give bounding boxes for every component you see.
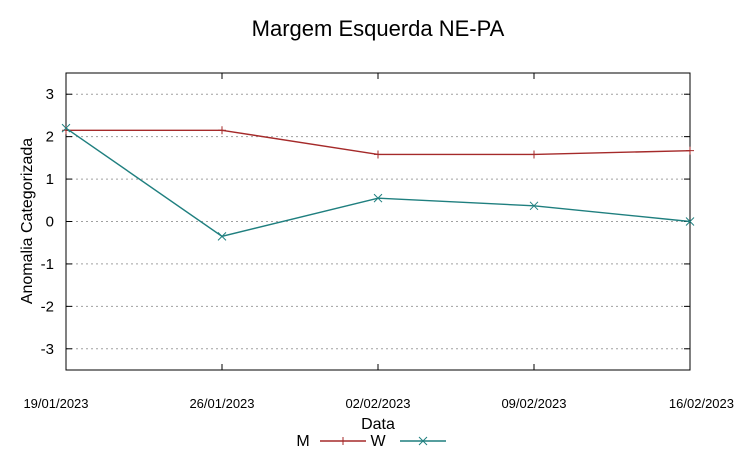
grid-lines: [66, 93, 690, 350]
data-point: [374, 150, 382, 159]
series-line-W: [65, 127, 691, 238]
y-tick-label: -1: [41, 256, 54, 273]
data-point: [686, 146, 694, 155]
data-point: [530, 150, 538, 159]
series-layer: [61, 123, 695, 241]
legend-label-W: W: [370, 433, 386, 450]
y-tick-label: -2: [41, 298, 54, 315]
data-point: [339, 437, 347, 445]
data-point: [218, 126, 226, 135]
x-axis-label: Data: [361, 416, 395, 433]
y-axis-ticks: 3 2 1 0 -1 -2 -3: [41, 86, 690, 358]
data-point: [61, 123, 71, 133]
chart-title: Margem Esquerda NE-PA: [252, 16, 505, 41]
x-tick-label: 19/01/2023: [23, 396, 88, 411]
y-tick-label: -3: [41, 341, 54, 358]
x-tick-label: 02/02/2023: [345, 396, 410, 411]
x-tick-label: 26/01/2023: [189, 396, 254, 411]
x-tick-label: 16/02/2023: [669, 396, 734, 411]
data-point: [418, 436, 428, 446]
data-point: [529, 201, 539, 211]
x-axis-ticks: 19/01/2023 26/01/2023 02/02/2023 09/02/2023…: [23, 73, 734, 411]
data-point: [373, 193, 383, 203]
data-point: [217, 231, 227, 241]
x-tick-label: 09/02/2023: [501, 396, 566, 411]
y-tick-label: 0: [46, 214, 54, 231]
y-tick-label: 2: [46, 129, 54, 146]
data-point: [685, 217, 695, 226]
y-axis-label: Anomalia Categorizada: [19, 138, 36, 304]
legend-label-M: M: [296, 433, 309, 450]
y-tick-label: 1: [46, 171, 54, 188]
y-tick-label: 3: [46, 86, 54, 103]
